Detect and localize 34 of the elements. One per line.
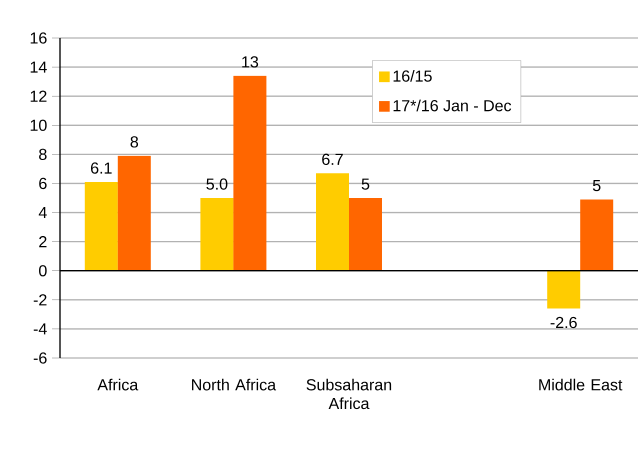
y-tick-label: 2 [39, 236, 46, 248]
y-tick-label: -4 [34, 323, 47, 334]
x-tick-label: Subsaharan Africa [306, 378, 392, 410]
data-label: 5 [592, 180, 600, 192]
y-tick-label: 4 [38, 207, 47, 218]
bar [84, 182, 118, 271]
data-label: 13 [242, 56, 258, 68]
data-label: 5.0 [206, 178, 228, 190]
bar [200, 198, 234, 271]
y-tick-label: 12 [30, 90, 46, 102]
x-tick-label: Africa [97, 378, 138, 390]
bar [580, 199, 614, 271]
bar [547, 270, 580, 309]
y-tick-label: 0 [39, 265, 47, 276]
legend-label: 17*/16 Jan - Dec [394, 100, 512, 112]
data-label: -2.6 [550, 316, 577, 328]
bar [118, 156, 151, 271]
y-tick-label: 6 [39, 178, 47, 190]
data-label: 8 [130, 136, 138, 148]
y-tick-label: -6 [34, 352, 47, 364]
y-tick-label: 16 [30, 32, 47, 44]
y-tick-label: 8 [39, 148, 47, 160]
y-tick-label: -2 [34, 294, 46, 306]
y-tick-label: 14 [30, 62, 47, 73]
x-tick-label: North Africa [192, 378, 276, 390]
x-tick-label: Middle East [539, 378, 622, 390]
legend-label: 16/15 [394, 70, 432, 82]
y-tick-label: 10 [30, 120, 47, 131]
data-label: 6.7 [322, 154, 343, 165]
bar [233, 76, 266, 271]
bar [316, 173, 349, 271]
bar [349, 198, 382, 271]
data-label: 5 [362, 178, 370, 190]
data-label: 6.1 [90, 162, 112, 174]
